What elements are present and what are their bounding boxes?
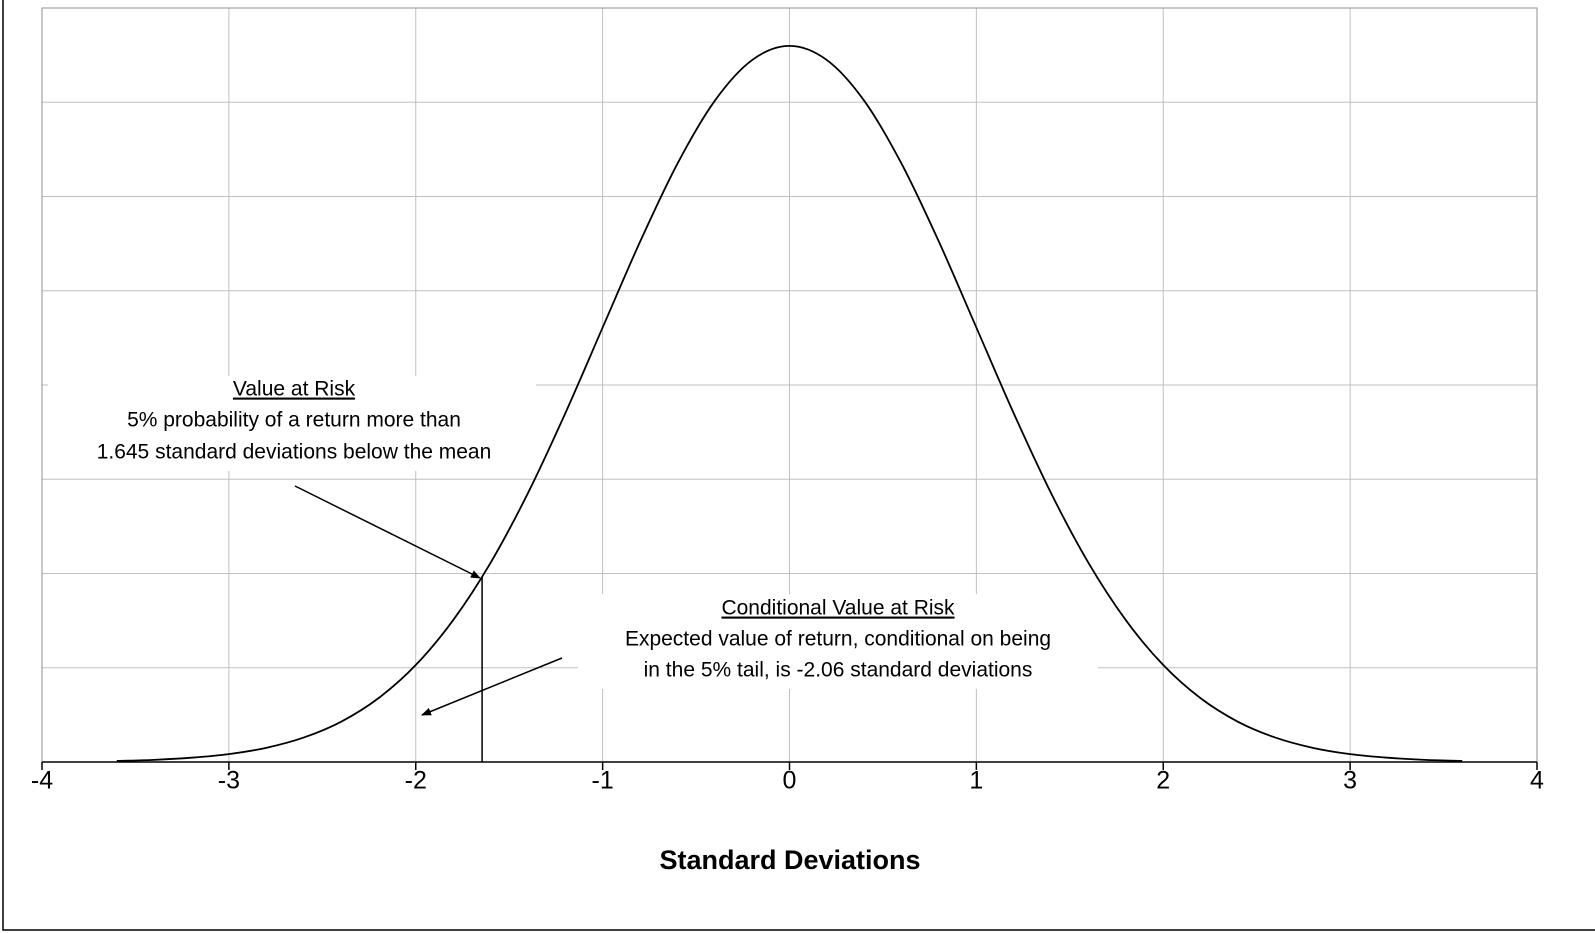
density-curve <box>116 44 1463 762</box>
arrow <box>294 485 481 579</box>
annotation-title: Value at Risk <box>233 378 356 401</box>
x-tick-label: 2 <box>1156 767 1170 795</box>
x-tick-label: -3 <box>218 767 240 795</box>
x-tick-label: 1 <box>969 767 983 795</box>
annotation-text: 1.645 standard deviations below the mean <box>97 441 492 464</box>
plot: -4 -3 -2 -1 0 1 2 3 4 <box>31 44 1544 795</box>
x-tick-label: -4 <box>31 767 53 795</box>
annotation-title: Conditional Value at Risk <box>721 597 955 620</box>
annotation-backgrounds <box>48 376 1098 689</box>
x-tick-label: 0 <box>783 767 797 795</box>
annotation-bg <box>578 594 1098 689</box>
x-tick-label: -2 <box>405 767 427 795</box>
x-axis-title: Standard Deviations <box>659 845 920 875</box>
x-tick-label: 4 <box>1530 767 1544 795</box>
annotation-text: 5% probability of a return more than <box>127 409 461 432</box>
annotation-bg <box>48 376 536 471</box>
x-tick-label: -1 <box>592 767 614 795</box>
x-tick-label: 3 <box>1343 767 1357 795</box>
annotation-text: Expected value of return, conditional on… <box>625 628 1051 651</box>
annotation-text: in the 5% tail, is -2.06 standard deviat… <box>644 659 1033 682</box>
arrow <box>421 657 563 716</box>
